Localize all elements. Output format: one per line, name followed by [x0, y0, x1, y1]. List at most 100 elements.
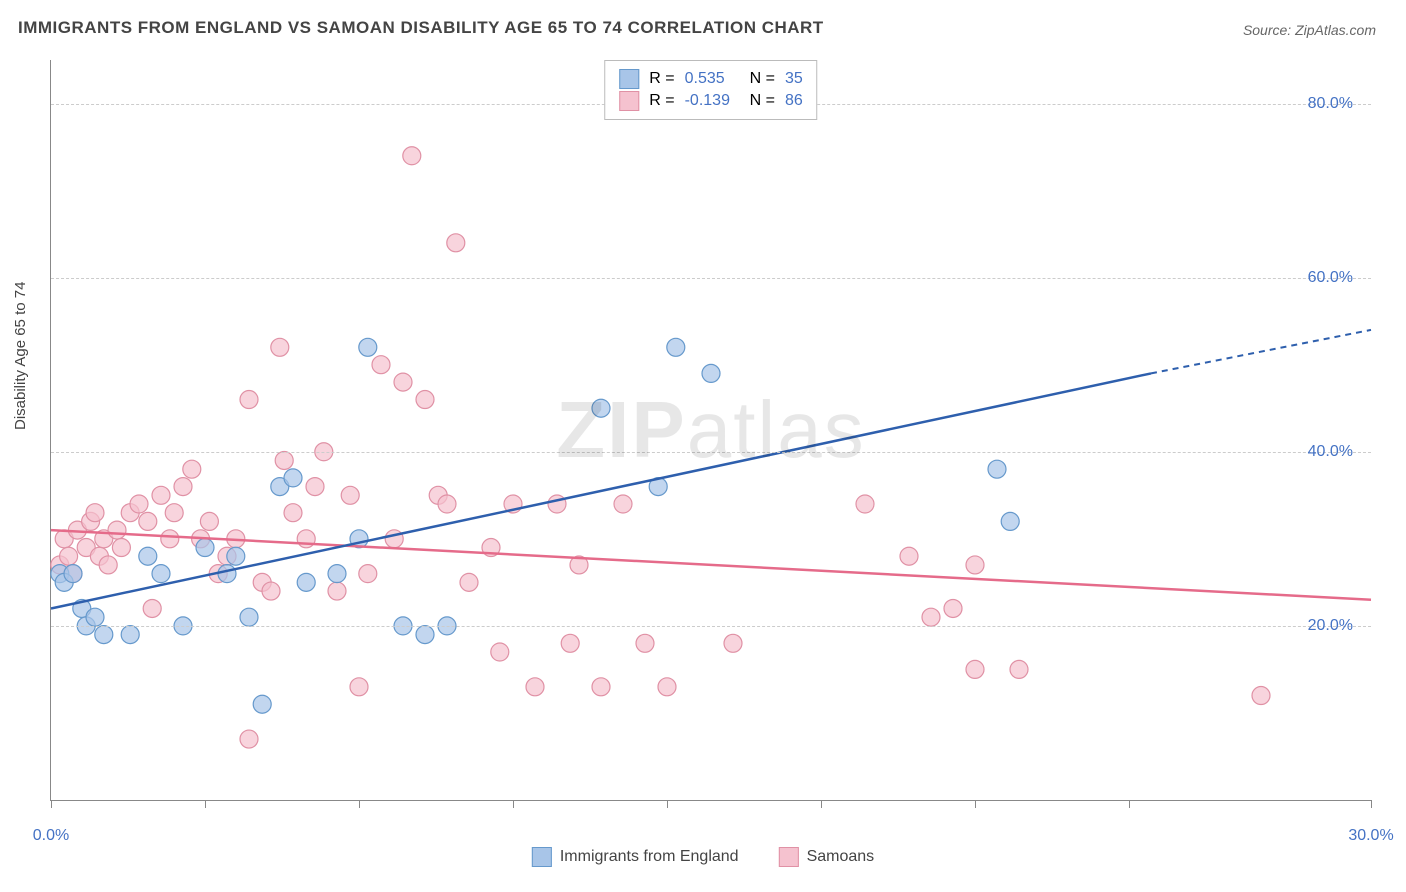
data-point: [99, 556, 117, 574]
gridline: [51, 278, 1371, 279]
data-point: [1010, 660, 1028, 678]
legend-r-value: 0.535: [685, 70, 740, 88]
legend-r-value: -0.139: [685, 92, 740, 110]
gridline: [51, 452, 1371, 453]
data-point: [139, 547, 157, 565]
data-point: [447, 234, 465, 252]
x-tick: [821, 800, 822, 808]
data-point: [350, 678, 368, 696]
data-point: [139, 512, 157, 530]
legend-r-label: R =: [649, 92, 674, 110]
data-point: [60, 547, 78, 565]
data-point: [900, 547, 918, 565]
swatch-england: [619, 69, 639, 89]
x-tick-label: 0.0%: [33, 827, 69, 845]
swatch-england-icon: [532, 847, 552, 867]
legend-item-samoans: Samoans: [779, 847, 875, 867]
plot-area: ZIPatlas R = 0.535 N = 35 R = -0.139 N =…: [50, 60, 1371, 801]
swatch-samoans: [619, 91, 639, 111]
data-point: [341, 486, 359, 504]
data-point: [284, 504, 302, 522]
x-tick-label: 30.0%: [1348, 827, 1393, 845]
data-point: [944, 599, 962, 617]
data-point: [966, 660, 984, 678]
legend-row-england: R = 0.535 N = 35: [619, 69, 802, 89]
data-point: [658, 678, 676, 696]
data-point: [592, 678, 610, 696]
data-point: [416, 626, 434, 644]
data-point: [152, 486, 170, 504]
data-point: [130, 495, 148, 513]
data-point: [108, 521, 126, 539]
data-point: [262, 582, 280, 600]
data-point: [636, 634, 654, 652]
data-point: [922, 608, 940, 626]
legend-item-england: Immigrants from England: [532, 847, 739, 867]
x-tick: [359, 800, 360, 808]
data-point: [165, 504, 183, 522]
data-point: [328, 565, 346, 583]
y-tick-label: 20.0%: [1308, 617, 1353, 635]
source-attribution: Source: ZipAtlas.com: [1243, 22, 1376, 38]
data-point: [64, 565, 82, 583]
swatch-samoans-icon: [779, 847, 799, 867]
correlation-legend: R = 0.535 N = 35 R = -0.139 N = 86: [604, 60, 817, 120]
data-point: [275, 451, 293, 469]
data-point: [196, 539, 214, 557]
plot-svg: [51, 60, 1371, 800]
data-point: [416, 391, 434, 409]
x-tick: [51, 800, 52, 808]
data-point: [561, 634, 579, 652]
y-tick-label: 40.0%: [1308, 443, 1353, 461]
data-point: [86, 504, 104, 522]
data-point: [592, 399, 610, 417]
data-point: [297, 573, 315, 591]
data-point: [491, 643, 509, 661]
data-point: [218, 565, 236, 583]
y-tick-label: 80.0%: [1308, 95, 1353, 113]
data-point: [614, 495, 632, 513]
data-point: [240, 730, 258, 748]
legend-r-label: R =: [649, 70, 674, 88]
data-point: [161, 530, 179, 548]
legend-label: Samoans: [807, 848, 875, 866]
data-point: [526, 678, 544, 696]
data-point: [394, 373, 412, 391]
x-tick: [1371, 800, 1372, 808]
data-point: [227, 547, 245, 565]
legend-n-label: N =: [750, 70, 775, 88]
data-point: [95, 626, 113, 644]
trend-line-england-dashed: [1151, 330, 1371, 374]
data-point: [856, 495, 874, 513]
x-tick: [1129, 800, 1130, 808]
data-point: [271, 338, 289, 356]
legend-label: Immigrants from England: [560, 848, 739, 866]
legend-n-value: 86: [785, 92, 803, 110]
data-point: [359, 338, 377, 356]
data-point: [306, 478, 324, 496]
data-point: [174, 478, 192, 496]
data-point: [240, 391, 258, 409]
data-point: [988, 460, 1006, 478]
data-point: [284, 469, 302, 487]
data-point: [253, 695, 271, 713]
data-point: [1252, 687, 1270, 705]
data-point: [966, 556, 984, 574]
legend-n-value: 35: [785, 70, 803, 88]
x-tick: [205, 800, 206, 808]
data-point: [240, 608, 258, 626]
gridline: [51, 626, 1371, 627]
data-point: [548, 495, 566, 513]
data-point: [183, 460, 201, 478]
data-point: [667, 338, 685, 356]
data-point: [86, 608, 104, 626]
series-legend: Immigrants from England Samoans: [532, 847, 874, 867]
chart-title: IMMIGRANTS FROM ENGLAND VS SAMOAN DISABI…: [18, 18, 824, 38]
data-point: [112, 539, 130, 557]
data-point: [1001, 512, 1019, 530]
data-point: [460, 573, 478, 591]
x-tick: [667, 800, 668, 808]
data-point: [200, 512, 218, 530]
data-point: [359, 565, 377, 583]
x-tick: [513, 800, 514, 808]
